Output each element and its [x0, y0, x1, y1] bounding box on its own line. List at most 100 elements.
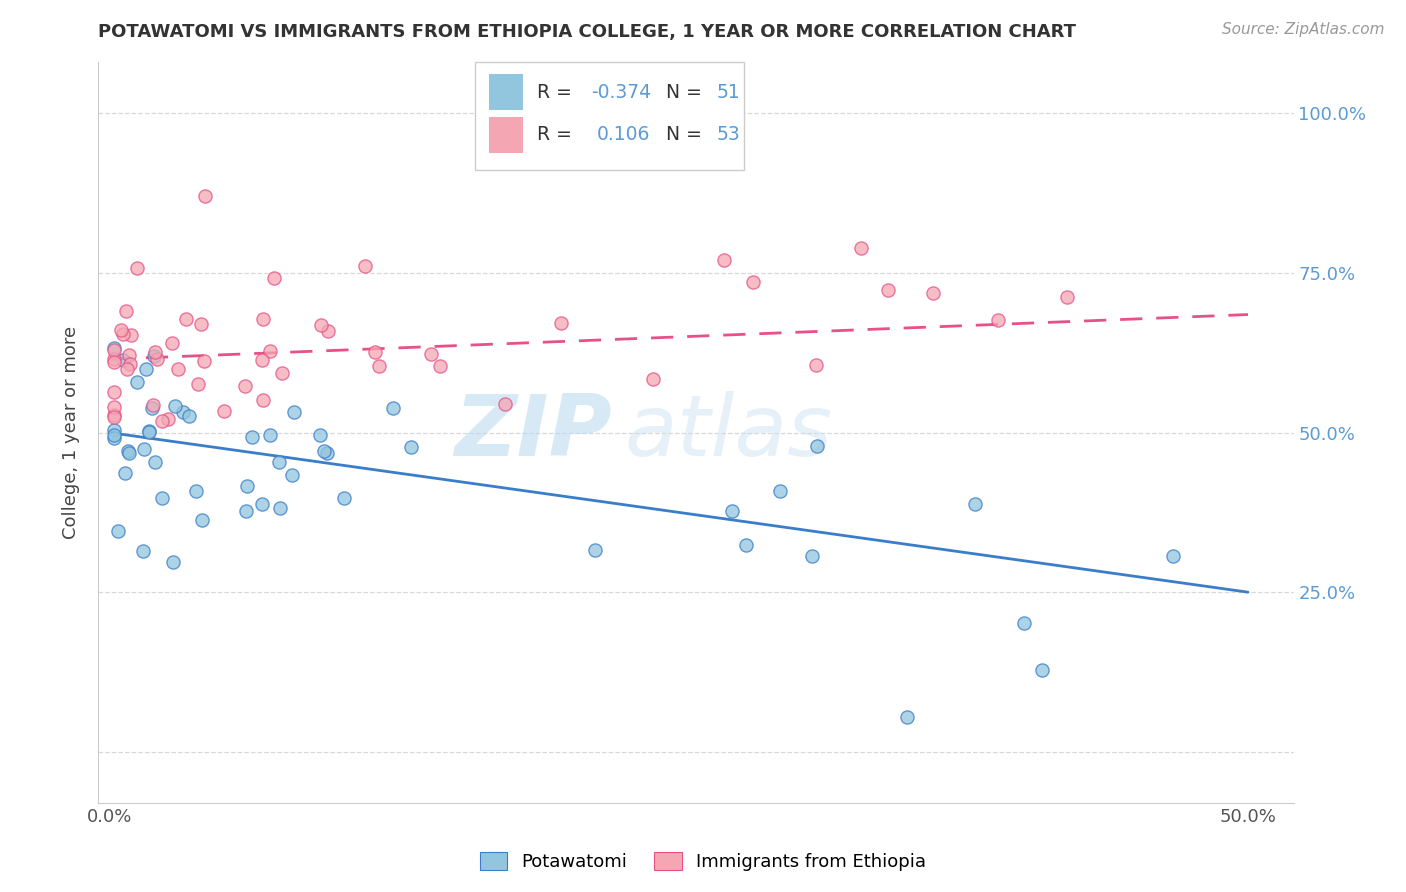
Point [112, 352, 135, 367]
Point [117, 362, 139, 376]
Point [987, 313, 1010, 327]
Point [143, 455, 166, 469]
Point [115, 303, 138, 318]
Point [103, 431, 125, 445]
Text: Source: ZipAtlas.com: Source: ZipAtlas.com [1222, 22, 1385, 37]
Point [142, 349, 165, 363]
Point [742, 275, 765, 289]
Point [193, 354, 215, 368]
Text: R =: R = [537, 126, 578, 145]
Point [1014, 615, 1036, 630]
Point [877, 283, 900, 297]
Point [309, 318, 332, 332]
Point [112, 327, 135, 342]
Point [382, 401, 405, 416]
Point [103, 409, 125, 424]
Text: 0.106: 0.106 [596, 126, 650, 145]
Point [150, 491, 173, 505]
FancyBboxPatch shape [475, 62, 744, 169]
Point [259, 427, 281, 442]
Point [806, 358, 828, 372]
Point [494, 396, 516, 410]
Point [114, 466, 136, 480]
Point [1163, 549, 1185, 564]
Point [849, 240, 872, 255]
Point [107, 524, 129, 538]
Point [269, 501, 291, 516]
Point [250, 497, 273, 511]
Point [735, 538, 758, 552]
Point [364, 344, 387, 359]
Point [103, 343, 125, 357]
Text: ZIP: ZIP [454, 391, 613, 475]
FancyBboxPatch shape [489, 74, 523, 110]
Point [174, 311, 197, 326]
Point [103, 341, 125, 355]
Point [316, 446, 339, 460]
Point [103, 428, 125, 442]
Point [145, 352, 167, 367]
Point [117, 443, 139, 458]
Point [103, 352, 125, 367]
Point [259, 344, 281, 359]
Point [419, 347, 441, 361]
Point [150, 414, 173, 428]
Point [187, 376, 209, 391]
Point [271, 366, 294, 380]
Point [235, 479, 257, 493]
Point [641, 372, 664, 386]
Point [806, 439, 828, 453]
Text: 51: 51 [716, 83, 740, 102]
Text: atlas: atlas [624, 391, 832, 475]
Point [713, 253, 735, 268]
Point [721, 504, 744, 518]
Point [354, 260, 377, 274]
Point [141, 401, 163, 416]
Point [103, 384, 125, 399]
Point [120, 328, 142, 343]
Point [309, 428, 332, 442]
Point [190, 317, 212, 331]
Point [583, 543, 606, 558]
Point [801, 549, 824, 563]
Point [103, 423, 125, 437]
Point [191, 513, 214, 527]
Legend: Potawatomi, Immigrants from Ethiopia: Potawatomi, Immigrants from Ethiopia [472, 846, 934, 879]
Point [269, 455, 291, 469]
Point [138, 424, 160, 438]
Point [103, 400, 125, 414]
Point [177, 409, 200, 423]
Point [235, 504, 257, 518]
Text: -0.374: -0.374 [591, 83, 651, 102]
Point [103, 409, 125, 423]
Point [252, 392, 274, 407]
Point [103, 355, 125, 369]
Point [368, 359, 391, 374]
Point [162, 335, 184, 350]
Point [138, 425, 160, 439]
Point [263, 271, 285, 285]
Point [429, 359, 451, 374]
Point [127, 375, 149, 389]
Point [157, 412, 180, 426]
Point [194, 189, 217, 203]
Point [1056, 290, 1078, 304]
Point [143, 345, 166, 359]
Point [235, 379, 257, 393]
Point [127, 260, 149, 275]
Point [1031, 663, 1053, 677]
Point [399, 440, 422, 454]
Point [142, 399, 165, 413]
Point [118, 358, 141, 372]
Point [163, 399, 186, 413]
Point [769, 484, 792, 499]
Y-axis label: College, 1 year or more: College, 1 year or more [62, 326, 80, 539]
Point [110, 323, 132, 337]
Point [132, 442, 155, 456]
Point [135, 362, 157, 376]
Point [184, 484, 207, 499]
Point [131, 544, 153, 558]
Point [318, 324, 340, 338]
Point [283, 405, 305, 419]
Text: N =: N = [666, 126, 709, 145]
